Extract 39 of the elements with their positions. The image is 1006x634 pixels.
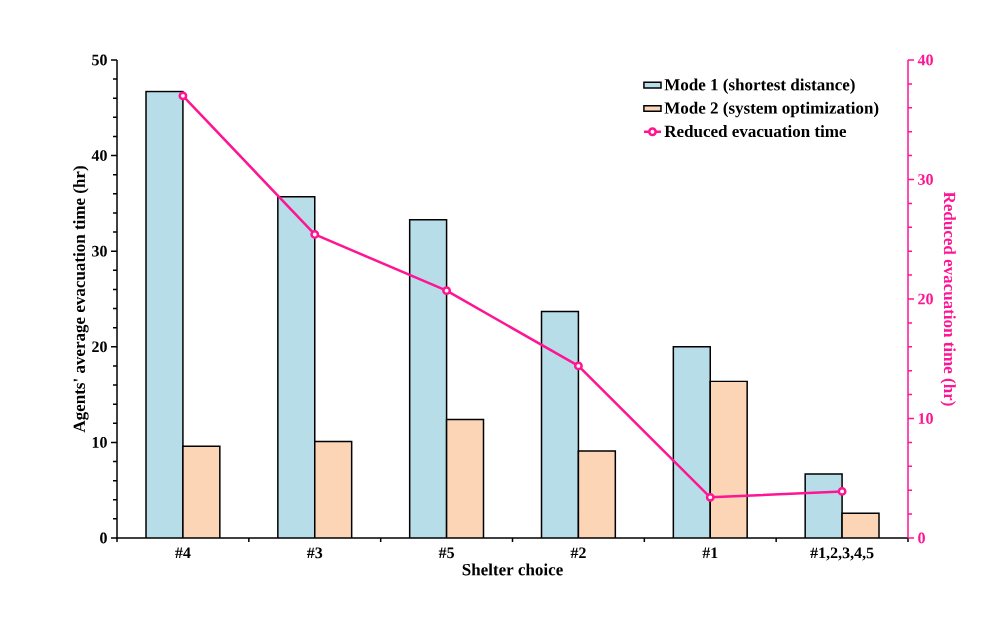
bar [446, 419, 484, 538]
y-tick-label: 50 [92, 54, 107, 66]
x-tick-label: #1,2,3,4,5 [810, 547, 874, 561]
y-tick-label: 30 [92, 245, 107, 257]
y-axis-title: Agents' average evacuation time (hr) [73, 166, 89, 433]
bar [541, 311, 579, 538]
x-tick-label: #3 [306, 547, 323, 559]
bar [182, 446, 220, 538]
legend-label: Mode 2 (system optimization) [664, 101, 879, 118]
y2-axis-title: Reduced evacuation time (hr) [940, 191, 956, 406]
y-tick-label: 10 [92, 437, 107, 448]
y-tick-label: 0 [100, 532, 107, 544]
x-tick-label: #5 [438, 547, 455, 559]
bar [710, 381, 748, 538]
point [178, 91, 188, 101]
x-tick-label: #2 [570, 547, 586, 559]
legend-label: Mode 1 (shortest distance) [664, 78, 855, 94]
bar [146, 91, 183, 538]
point [573, 361, 583, 371]
bar [578, 450, 616, 538]
bar [314, 441, 352, 538]
y2-tick-label: 10 [918, 413, 933, 424]
y2-tick-label: 30 [918, 174, 933, 185]
x-tick-label: #4 [175, 547, 191, 559]
point [705, 492, 715, 502]
point [442, 286, 452, 296]
y-tick-label: 40 [91, 150, 107, 161]
bar [673, 346, 711, 538]
legend-label: Reduced evacuation time [664, 125, 847, 138]
x-axis-title: Shelter choice [462, 563, 563, 576]
point [310, 230, 320, 239]
point [837, 486, 847, 496]
x-tick-label: #1 [702, 547, 718, 559]
y-tick-label: 20 [92, 341, 107, 353]
bar [409, 219, 447, 538]
bar [277, 196, 315, 538]
y2-tick-label: 40 [917, 54, 933, 66]
y2-tick-label: 0 [918, 532, 925, 544]
y2-tick-label: 20 [918, 293, 933, 305]
